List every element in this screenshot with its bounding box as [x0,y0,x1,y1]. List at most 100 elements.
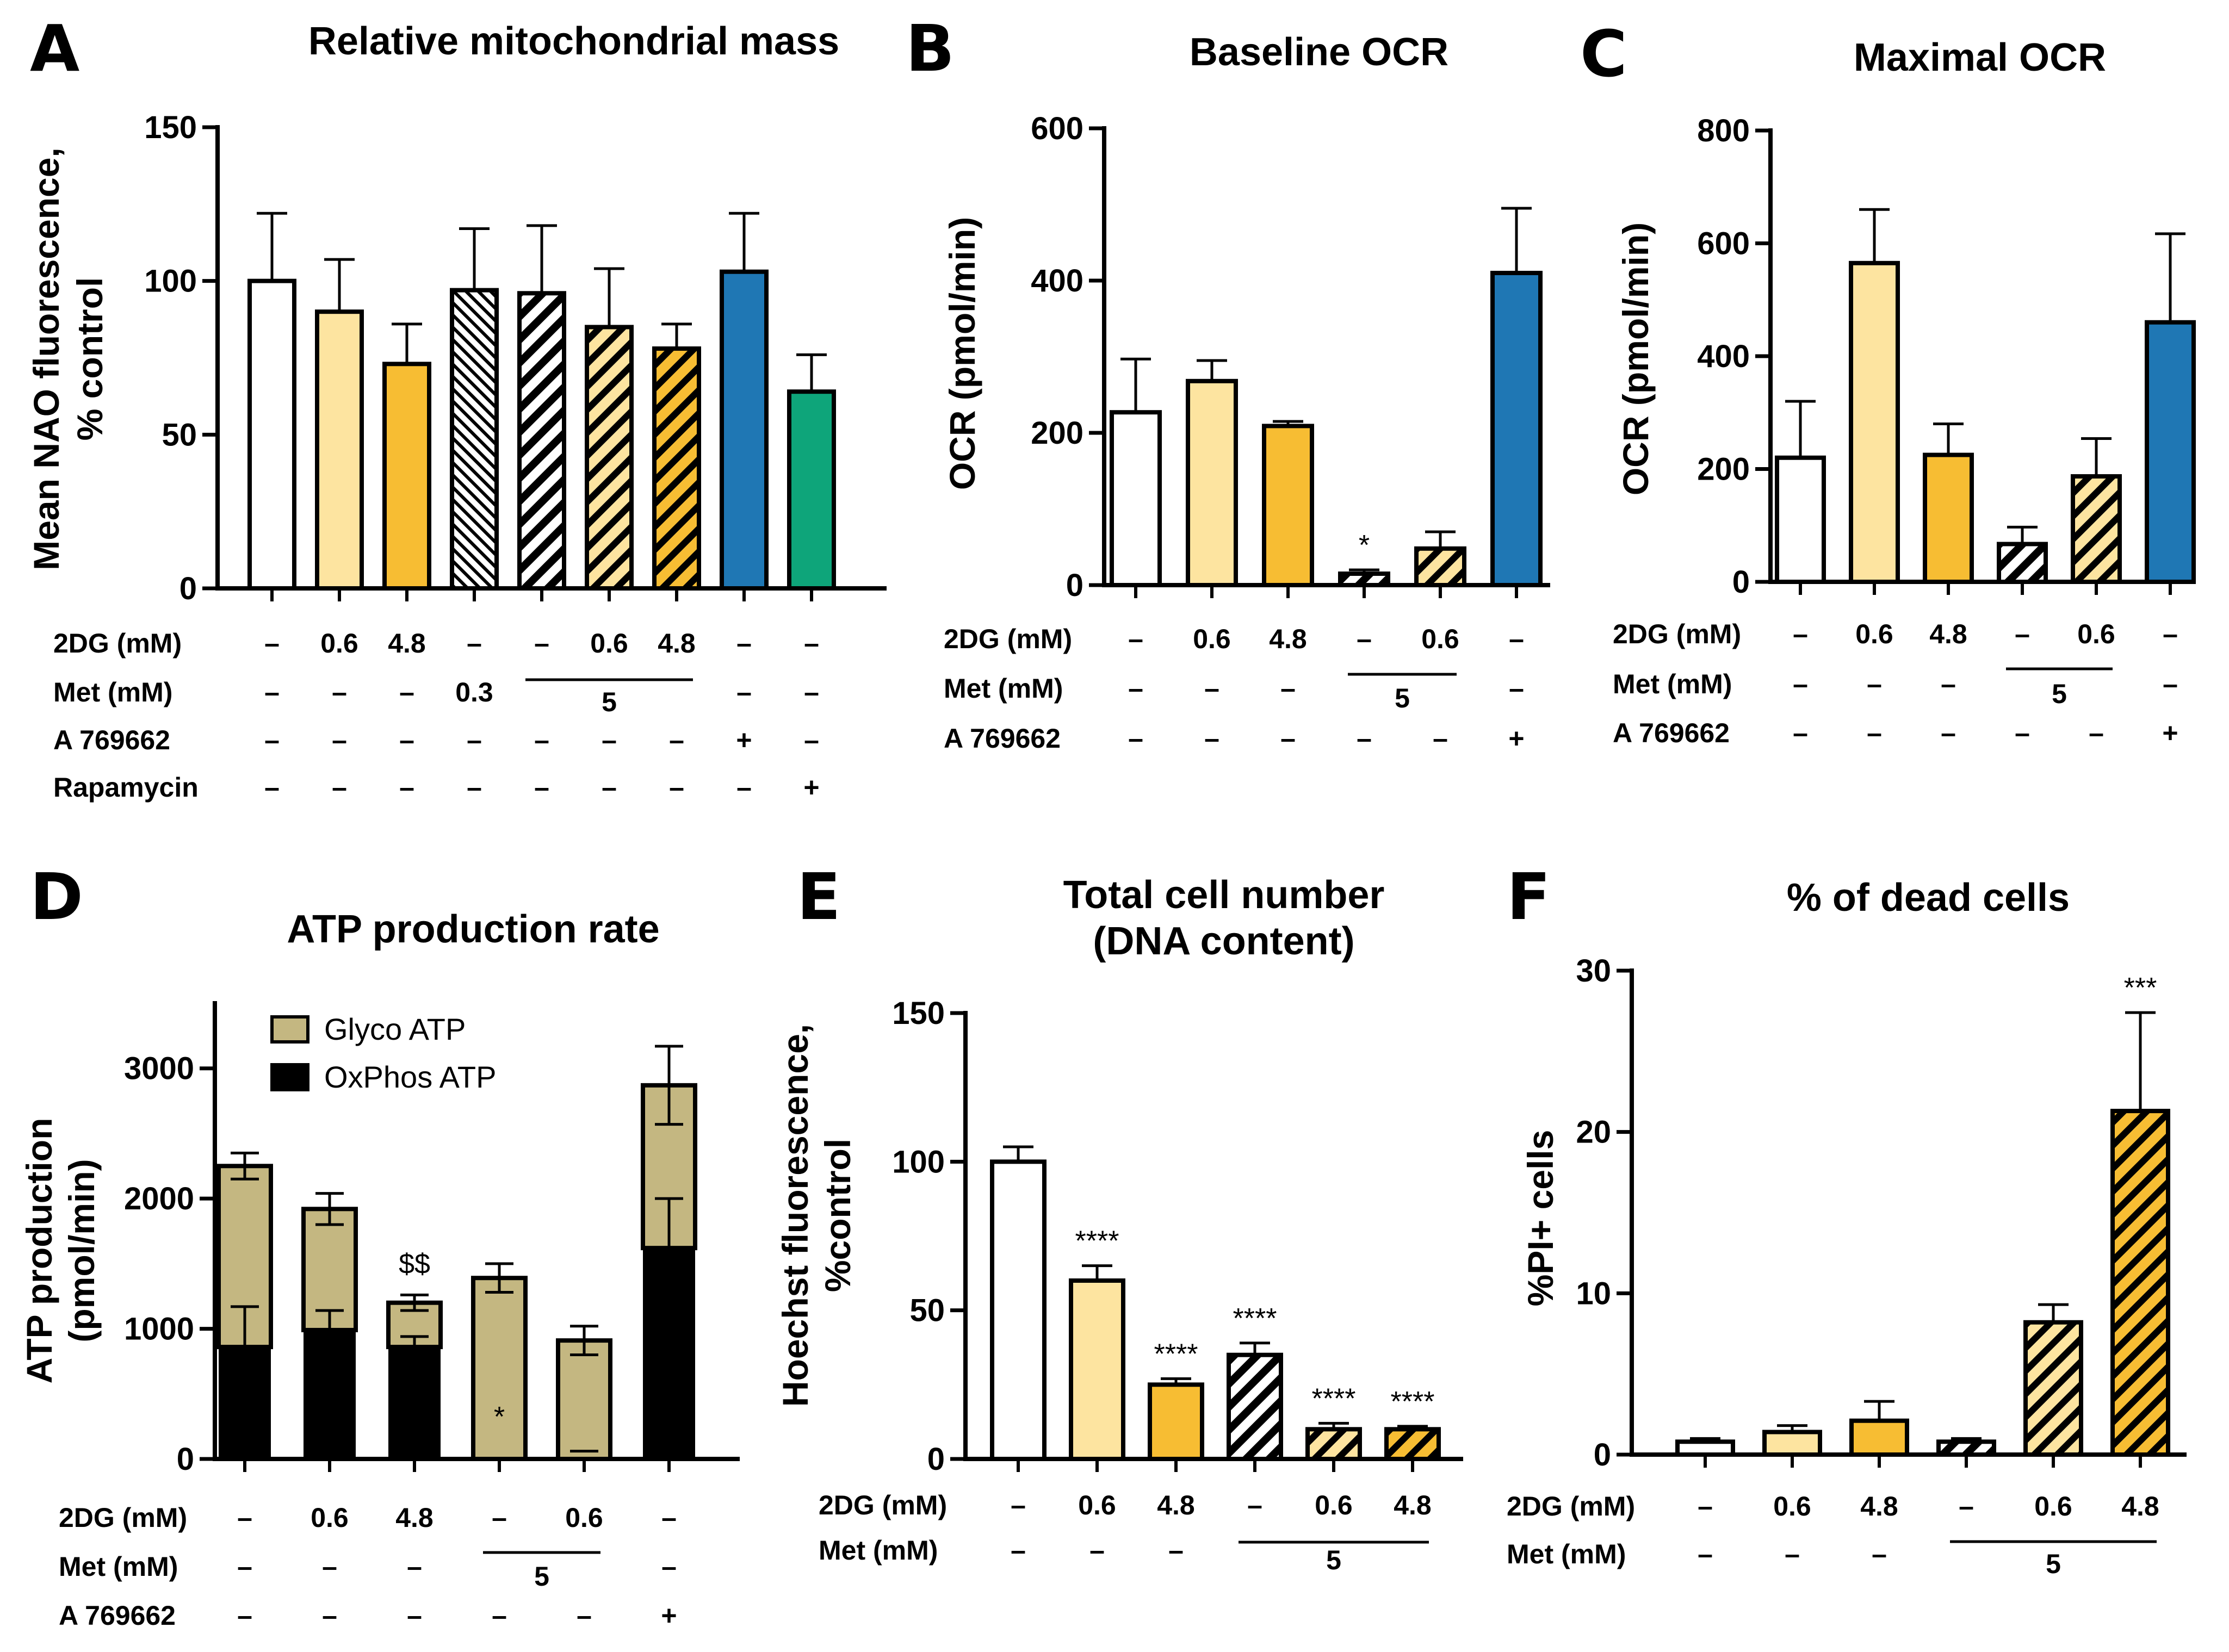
f-title: % of dead cells [1787,876,2070,920]
a-condition-value: – [534,725,549,755]
panel-letter-c: C [1580,16,1627,91]
d-condition-value: – [322,1600,337,1631]
a-condition-value: – [534,772,549,803]
e-condition-value: 0.6 [1315,1490,1353,1520]
panel-letter-a: A [30,11,79,86]
d-condition-value: – [407,1600,422,1631]
a-condition-value: – [399,772,414,803]
a-condition-value: – [804,628,819,659]
a-condition-value: – [264,628,280,659]
panel-d: ATP production rate ATP production (pmol/m… [19,908,740,1631]
a-condition-value: + [736,725,752,755]
c-bar [2071,474,2122,584]
d-bar-oxphos [388,1347,441,1459]
e-bar [1227,1352,1283,1462]
a-y-tick-label: 50 [162,417,197,452]
b-y-tick-label: 0 [1066,568,1083,603]
a-condition-value: – [264,677,280,707]
a-condition-value: 0.6 [320,628,358,659]
d-significance-label: * [494,1401,505,1433]
e-condition-value: – [1011,1535,1026,1566]
a-condition-value: – [332,677,347,707]
e-condition-value: 4.8 [1157,1490,1195,1520]
e-significance-label: **** [1233,1303,1277,1334]
f-y-tick-label: 10 [1576,1276,1611,1311]
a-condition-value: – [332,772,347,803]
d-legend-swatch [270,1015,309,1044]
b-condition-value: – [1280,673,1296,704]
d-condition-value: 0.6 [311,1502,349,1533]
b-condition-value: – [1357,624,1372,654]
a-bar [450,288,499,591]
b-bar [1186,378,1238,587]
a-title: Relative mitochondrial mass [308,20,839,63]
e-condition-value: – [1011,1490,1026,1520]
c-bar [1849,260,1900,584]
e-y-tick-label: 50 [909,1293,945,1328]
d-condition-value: – [661,1502,677,1533]
e-title-line: Total cell number [1063,873,1385,917]
e-condition-value: – [1089,1535,1105,1566]
c-condition-value: – [2163,669,2178,699]
d-y-axis-label: ATP production [19,1118,59,1384]
e-condition-value: – [1247,1490,1262,1520]
b-bar [1414,546,1466,587]
e-y-tick-label: 150 [892,996,945,1031]
e-bar [1384,1427,1441,1461]
b-bar [1490,271,1543,587]
d-legend-swatch [270,1063,309,1091]
b-condition-value: 0.6 [1421,624,1459,654]
b-bar [1338,572,1390,587]
b-condition-value: – [1128,673,1143,704]
d-y-tick-label: 0 [177,1442,194,1477]
b-condition-label: 2DG (mM) [944,624,1072,654]
b-condition-value: – [1128,624,1143,654]
a-condition-value: 0.6 [590,628,628,659]
c-condition-value: – [1867,718,1882,748]
f-y-tick-label: 0 [1594,1437,1611,1473]
e-significance-label: **** [1391,1386,1435,1418]
c-title: Maximal OCR [1854,36,2106,79]
e-significance-label: **** [1154,1338,1198,1370]
c-y-tick-label: 800 [1697,113,1750,148]
panel-e: Total cell number(DNA content) Hoechst fl… [775,873,1463,1575]
c-condition-value: + [2162,718,2178,748]
d-condition-value: 4.8 [395,1502,434,1533]
d-condition-label: 2DG (mM) [59,1502,187,1533]
a-condition-value: 5 [602,687,617,717]
a-y-axis-label: Mean NAO fluorescence, [26,147,66,570]
a-condition-value: – [467,725,482,755]
f-bar [2023,1320,2083,1457]
d-condition-value: – [237,1502,252,1533]
b-condition-value: 4.8 [1269,624,1307,654]
a-bar [720,269,769,591]
a-bar [382,362,431,591]
d-condition-label: A 769662 [59,1600,176,1631]
a-y-tick-label: 100 [144,264,197,299]
d-condition-value: – [322,1551,337,1582]
c-condition-value: 0.6 [2077,619,2115,649]
a-condition-value: – [669,725,684,755]
d-condition-value: – [237,1600,252,1631]
b-condition-value: – [1204,723,1219,754]
f-condition-value: 0.6 [2034,1491,2072,1521]
b-condition-label: Met (mM) [944,673,1063,704]
c-y-tick-label: 200 [1697,452,1750,487]
f-bar [1675,1439,1735,1457]
a-condition-value: + [803,772,819,803]
c-condition-label: Met (mM) [1613,669,1732,699]
panel-letter-e: E [797,859,841,934]
d-title: ATP production rate [287,908,659,951]
c-condition-value: – [1793,619,1808,649]
f-bar [1936,1439,1996,1457]
e-condition-value: 5 [1326,1545,1341,1575]
f-y-tick-label: 20 [1576,1115,1611,1150]
b-condition-value: + [1508,723,1524,754]
c-bar [1923,452,1974,584]
a-condition-value: – [399,725,414,755]
e-significance-label: **** [1312,1383,1356,1414]
b-condition-value: – [1509,673,1524,704]
c-condition-value: 0.6 [1855,619,1893,649]
b-bar [1262,424,1314,588]
b-condition-value: – [1128,723,1143,754]
